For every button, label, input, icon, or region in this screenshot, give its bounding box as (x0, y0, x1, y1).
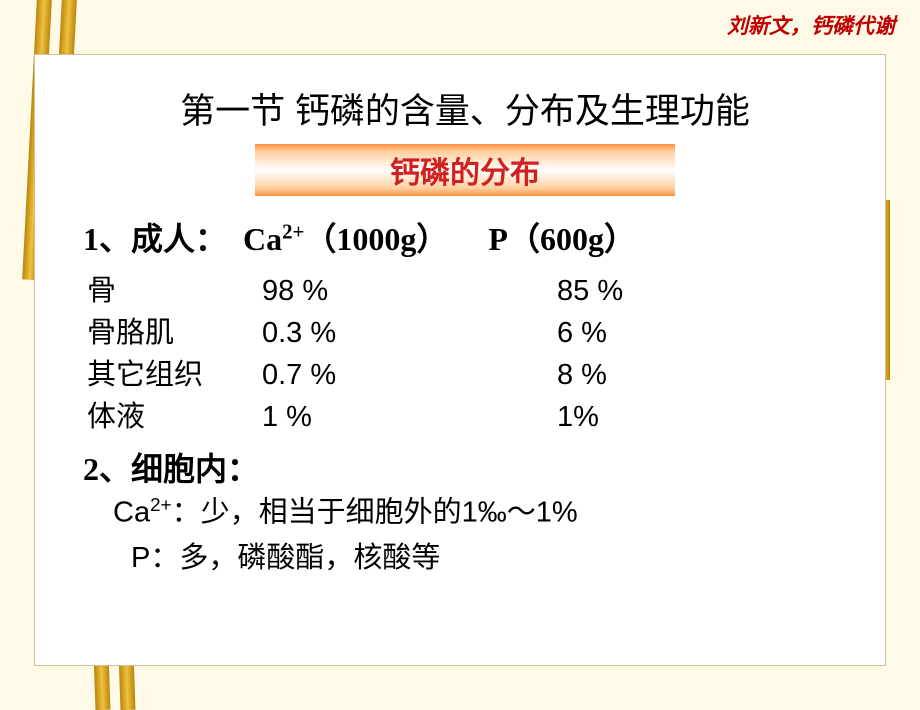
ca-charge-2: 2+ (150, 494, 172, 515)
intracell-ca-line: Ca2+：少，相当于细胞外的1‰～1% (113, 490, 847, 536)
table-row: 骨 98 % 85 % (87, 270, 847, 312)
row-ca: 98 % (262, 270, 557, 312)
table-row: 其它组织 0.7 % 8 % (87, 354, 847, 396)
ca-symbol: Ca (243, 221, 282, 257)
section-1-heading: 1、成人： Ca2+（1000g） P（600g） (83, 214, 847, 260)
ca-desc: ：少，相当于细胞外的1‰～1% (172, 497, 578, 529)
row-label: 骨 (87, 270, 262, 312)
row-ca: 0.7 % (262, 354, 557, 396)
intracell-p-line: P：多，磷酸酯，核酸等 (131, 536, 847, 581)
row-label: 其它组织 (87, 354, 262, 396)
section-1-prefix: 1、成人： (83, 221, 227, 257)
table-row: 体液 1 % 1% (87, 396, 847, 438)
table-row: 骨胳肌 0.3 % 6 % (87, 312, 847, 354)
row-p: 8 % (557, 354, 847, 396)
ca-charge: 2+ (282, 220, 304, 243)
row-p: 6 % (557, 312, 847, 354)
slide-content: 第一节 钙磷的含量、分布及生理功能 钙磷的分布 1、成人： Ca2+（1000g… (35, 55, 885, 665)
p-heading: P（600g） (488, 221, 636, 257)
row-ca: 0.3 % (262, 312, 557, 354)
row-p: 85 % (557, 270, 847, 312)
distribution-table: 骨 98 % 85 % 骨胳肌 0.3 % 6 % 其它组织 0.7 % 8 %… (87, 270, 847, 438)
ca-symbol-2: Ca (113, 497, 150, 529)
row-label: 骨胳肌 (87, 312, 262, 354)
row-label: 体液 (87, 396, 262, 438)
row-ca: 1 % (262, 396, 557, 438)
section-2-heading: 2、细胞内： (83, 444, 847, 490)
ca-mass: （1000g） (304, 221, 448, 257)
header-note: 刘新文，钙磷代谢 (727, 10, 895, 40)
slide-subtitle: 钙磷的分布 (255, 144, 675, 196)
slide-title: 第一节 钙磷的含量、分布及生理功能 (83, 83, 847, 134)
row-p: 1% (557, 396, 847, 438)
